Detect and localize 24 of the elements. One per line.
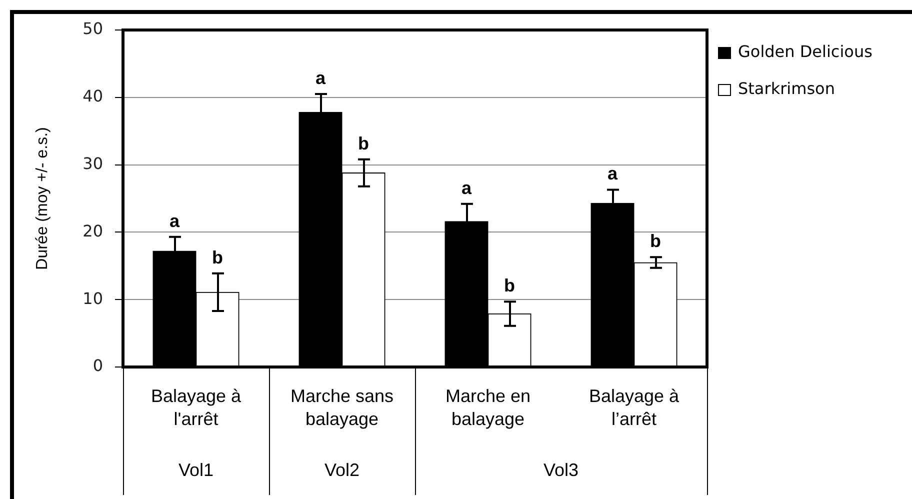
x-tick-label: Marche sans balayage: [290, 386, 394, 429]
annotation: b: [504, 276, 515, 296]
annotation: a: [461, 178, 472, 198]
annotation: b: [650, 231, 661, 252]
text: Vol1: [178, 460, 214, 480]
annotation: a: [315, 68, 326, 88]
annotation: a: [169, 210, 180, 231]
y-tick-label: 0: [92, 356, 103, 376]
y-tick-label: 10: [82, 288, 103, 308]
text: Vol3: [543, 460, 579, 480]
annotation: a: [607, 164, 618, 184]
x-tick-label: Balayage à l'arrêt: [150, 386, 242, 429]
legend-label: Golden Delicious: [738, 42, 872, 62]
y-tick-label: 40: [82, 86, 103, 106]
x-tick-label: Marche en balayage: [445, 386, 531, 429]
text: Vol2: [324, 460, 360, 480]
y-tick-label: 20: [82, 221, 103, 240]
x-tick-label: Balayage à l’arrêt: [588, 386, 680, 429]
y-axis-title: Durée (moy +/- e.s.): [34, 127, 52, 270]
annotation: b: [358, 133, 369, 154]
y-tick-label: 50: [82, 19, 103, 38]
y-tick-label: 30: [82, 154, 103, 173]
legend-label: Starkrimson: [738, 79, 835, 98]
annotation: b: [212, 247, 223, 268]
